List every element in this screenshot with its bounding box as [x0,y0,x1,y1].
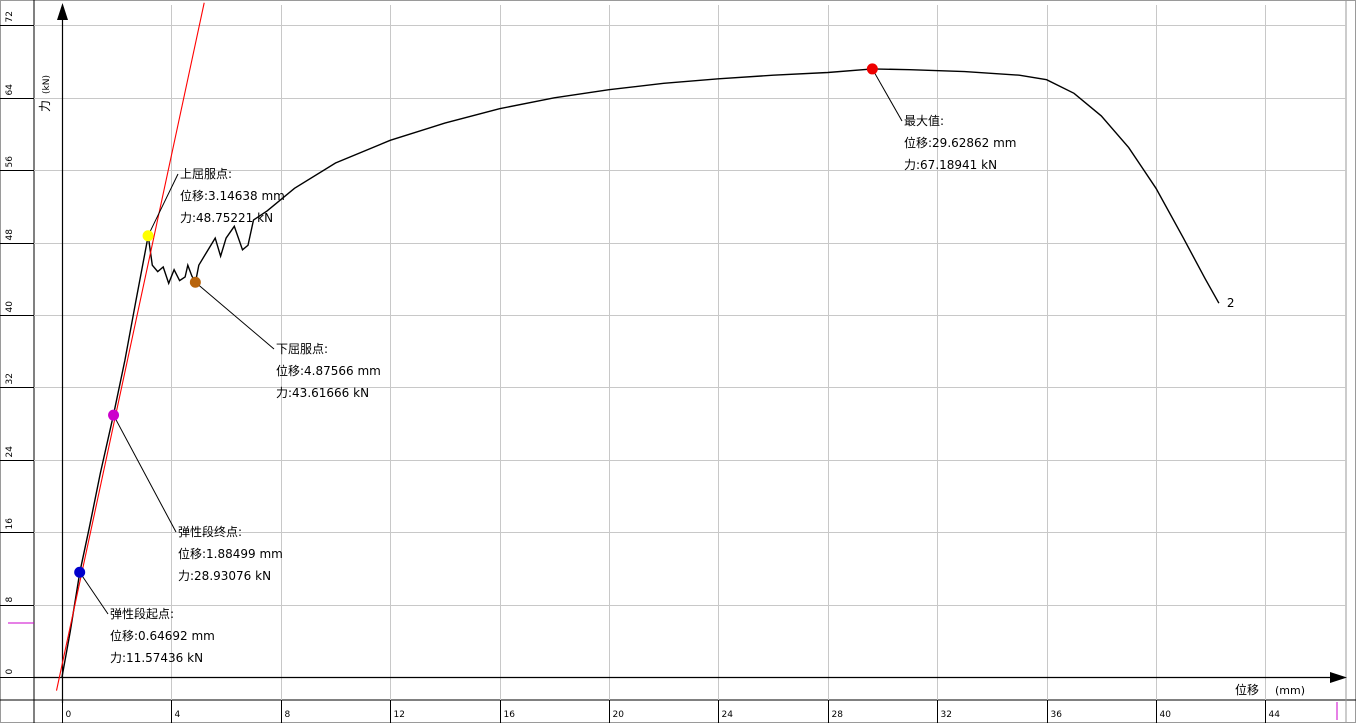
x-axis-arrow [1330,672,1347,683]
x-tick-label: 44 [1269,710,1281,720]
x-tick-label: 32 [941,710,952,720]
callout-title: 弹性段起点: [110,606,174,621]
x-tick-label: 28 [832,710,844,720]
curve-end-label: 2 [1227,296,1235,310]
axis-titles: 位移 (mm) 力 (kN) [38,75,1305,697]
callout-title: 上屈服点: [180,167,232,181]
callout-displacement: 位移:3.14638 mm [180,188,285,203]
x-tick-label: 24 [722,710,734,720]
marker-point [142,230,154,242]
x-tick-label: 16 [504,710,516,720]
y-tick-label: 64 [5,84,15,96]
callout-displacement: 位移:29.62862 mm [904,135,1017,150]
y-tick-label: 8 [5,597,15,603]
callout-title: 弹性段终点: [178,524,242,539]
callout-force: 力:67.18941 kN [904,158,997,172]
grid-lines [34,5,1346,700]
x-tick-label: 12 [394,710,405,720]
y-axis-title: 力 [38,100,52,112]
y-tick-label: 56 [5,156,15,168]
y-tick-label: 24 [5,446,15,458]
callout-displacement: 位移:4.87566 mm [276,363,381,378]
y-tick-label: 48 [5,229,15,241]
x-tick-label: 8 [285,710,291,720]
y-tick-label: 0 [5,669,15,675]
x-tick-label: 4 [175,710,181,720]
x-axis-title: 位移 [1235,682,1259,697]
annotations: 弹性段起点: 位移:0.64692 mm 力:11.57436 kN 弹性段终点: 位移… [74,63,1017,665]
marker-point [866,63,878,75]
callout-force: 力:28.93076 kN [178,569,271,583]
marker-point [108,409,120,421]
callout-force: 力:48.75221 kN [180,211,273,225]
curve-force-displacement [61,68,1220,678]
callout-leader [147,173,179,237]
marker-point [189,276,201,288]
callout-leader [871,68,903,122]
x-axis-unit: (mm) [1275,684,1305,697]
y-tick-label: 40 [5,301,15,313]
callout-force: 力:11.57436 kN [110,651,203,665]
y-axis-arrow [57,3,68,20]
x-tick-label: 40 [1160,710,1172,720]
y-axis-unit: (kN) [42,75,52,94]
x-tick-label: 36 [1051,710,1063,720]
callout-leader [195,281,275,350]
callout-leader [113,414,177,533]
y-tick-label: 16 [5,518,15,530]
callout-title: 最大值: [904,113,944,128]
y-tick-label: 72 [5,11,15,22]
callout-force: 力:43.61666 kN [276,386,369,400]
callout-displacement: 位移:1.88499 mm [178,546,283,561]
callout-leader [79,571,109,615]
callout-title: 下屈服点: [276,342,328,356]
marker-point [74,566,86,578]
callout-displacement: 位移:0.64692 mm [110,628,215,643]
x-tick-label: 0 [66,710,72,720]
x-tick-label: 20 [613,710,625,720]
axes [34,3,1347,703]
y-tick-label: 32 [5,373,15,384]
